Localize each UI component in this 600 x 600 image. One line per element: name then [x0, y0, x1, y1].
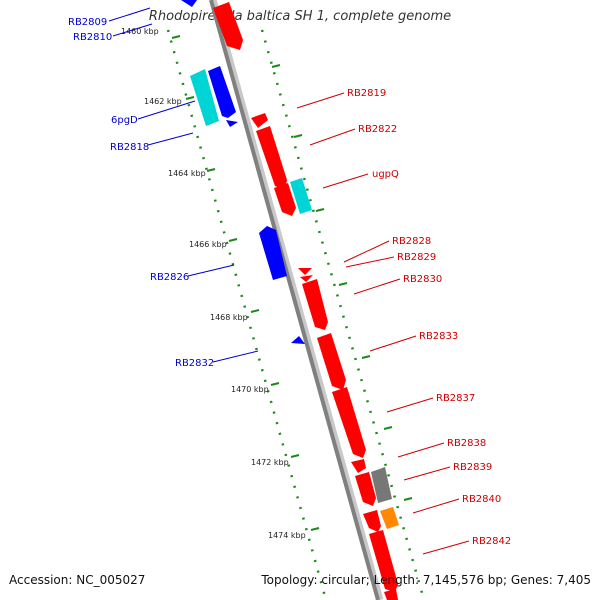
tick-label: 1460 kbp — [121, 27, 159, 36]
gene-forward-arrow — [384, 589, 398, 600]
tick-mark — [270, 382, 280, 386]
gene-forward-arrow — [274, 183, 296, 216]
label-leader-line — [343, 240, 390, 263]
gene-label-right: ugpQ — [372, 169, 399, 180]
gene-forward-arrow — [332, 387, 366, 458]
tick-mark — [361, 355, 371, 359]
tick-mark — [403, 497, 413, 501]
gene-forward-arrow — [256, 126, 287, 190]
label-leader-line — [369, 335, 417, 352]
gene-forward-arrow — [213, 2, 243, 50]
gene-label-right: RB2819 — [347, 88, 386, 99]
gene-label-left: RB2832 — [175, 358, 214, 369]
gene-forward-arrow — [298, 268, 312, 275]
gene-label-right: RB2842 — [472, 536, 511, 547]
label-leader-line — [112, 23, 153, 37]
tick-label: 1472 kbp — [251, 458, 289, 467]
label-leader-line — [309, 128, 356, 146]
tick-mark — [383, 426, 393, 430]
gene-reverse-arrow — [181, 0, 197, 7]
gene-forward-arrow — [251, 113, 268, 128]
label-leader-line — [147, 132, 194, 146]
gene-label-right: RB2839 — [453, 462, 492, 473]
gene-label-right: RB2840 — [462, 494, 501, 505]
label-leader-line — [137, 100, 196, 120]
tick-mark — [271, 64, 281, 68]
gene-label-left: RB2818 — [110, 142, 149, 153]
gene-forward-arrow — [317, 333, 346, 390]
accession-text: Accession: NC_005027 — [9, 573, 146, 587]
tick-mark — [315, 208, 325, 212]
gene-label-left: RB2809 — [68, 17, 107, 28]
gene-reverse-arrow — [259, 226, 287, 280]
tick-mark — [228, 238, 238, 242]
label-leader-line — [296, 92, 345, 109]
label-leader-line — [108, 7, 151, 22]
tick-mark — [206, 168, 216, 172]
tick-label: 1474 kbp — [268, 531, 306, 540]
tick-label: 1470 kbp — [231, 385, 269, 394]
gene-label-right: RB2837 — [436, 393, 475, 404]
gene-label-left: 6pgD — [111, 115, 138, 126]
gene-rna-arrow — [190, 69, 219, 126]
gene-forward-arrow — [355, 472, 376, 506]
gene-label-left: RB2810 — [73, 32, 112, 43]
gene-label-right: RB2829 — [397, 252, 436, 263]
gene-label-left: RB2826 — [150, 272, 189, 283]
tick-mark — [293, 134, 303, 138]
tick-mark — [185, 96, 195, 100]
gene-forward-arrow — [351, 459, 366, 473]
tick-label: 1466 kbp — [189, 240, 227, 249]
gene-other-gray — [371, 467, 392, 503]
gene-forward-arrow — [363, 510, 381, 532]
label-leader-line — [345, 256, 395, 268]
genome-backbone — [209, 0, 380, 600]
tick-label: 1468 kbp — [210, 313, 248, 322]
gene-reverse-arrow — [226, 120, 238, 127]
gene-rna-ugpq — [290, 178, 312, 214]
label-leader-line — [412, 498, 460, 514]
gene-forward-arrow — [300, 275, 313, 282]
gene-forward-arrow — [369, 530, 398, 592]
genome-summary-text: Topology: circular; Length: 7,145,576 bp… — [261, 573, 591, 587]
gene-label-right: RB2822 — [358, 124, 397, 135]
label-leader-line — [187, 264, 235, 277]
label-leader-line — [322, 173, 369, 189]
gene-label-right: RB2830 — [403, 274, 442, 285]
outer-track-dots — [260, 29, 426, 600]
tick-mark — [290, 454, 300, 458]
gene-label-right: RB2838 — [447, 438, 486, 449]
label-leader-line — [353, 278, 401, 295]
label-leader-line — [212, 350, 259, 363]
gene-label-right: RB2828 — [392, 236, 431, 247]
label-leader-line — [397, 442, 445, 458]
gene-other-orange — [380, 507, 399, 529]
tick-mark — [338, 282, 348, 286]
gene-reverse-arrow — [291, 336, 305, 344]
tick-mark — [310, 527, 320, 531]
gene-label-right: RB2833 — [419, 331, 458, 342]
tick-label: 1462 kbp — [144, 97, 182, 106]
gene-forward-arrow — [302, 279, 328, 330]
label-leader-line — [403, 466, 451, 481]
tick-mark — [250, 309, 260, 313]
gene-reverse-arrow — [208, 66, 236, 118]
tick-mark — [171, 35, 181, 39]
label-leader-line — [386, 397, 434, 413]
label-leader-line — [422, 540, 470, 555]
tick-label: 1464 kbp — [168, 169, 206, 178]
